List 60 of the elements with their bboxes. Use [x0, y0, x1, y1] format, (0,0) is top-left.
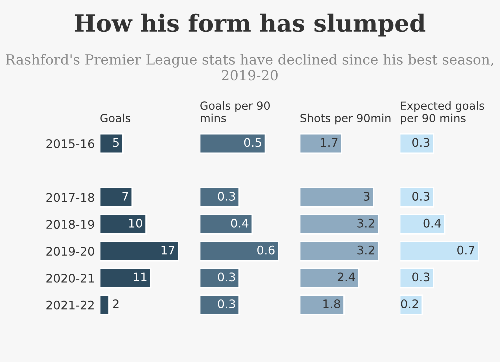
data-label: 0.2: [401, 300, 418, 309]
bar: [400, 268, 434, 289]
data-label: 11: [134, 272, 147, 282]
y-tick-label: 2018-19: [46, 220, 94, 230]
data-label: 0.3: [412, 192, 430, 201]
x-axis-title: Expected goals per 90 mins: [401, 101, 484, 125]
data-label: 0.3: [218, 300, 236, 309]
data-label: 1.7: [321, 138, 338, 148]
data-label: 5: [113, 138, 119, 148]
bar: [100, 133, 124, 154]
data-label: 17: [162, 246, 175, 255]
data-label: 1.8: [324, 300, 340, 309]
data-label: 3: [364, 192, 370, 201]
bar: [200, 268, 240, 289]
data-label: 0.4: [424, 218, 442, 228]
bar: [100, 214, 147, 235]
bar: [200, 133, 266, 154]
x-axis-title: Goals per 90 mins: [200, 101, 270, 123]
bar: [300, 187, 374, 208]
bar: [400, 240, 480, 262]
data-label: 10: [129, 218, 142, 228]
bar: [300, 133, 343, 154]
y-tick-label: 2019-20: [46, 247, 94, 256]
data-label: 0.3: [412, 138, 430, 148]
data-label: 3.2: [358, 218, 374, 228]
bar: [100, 294, 110, 316]
bar: [100, 187, 134, 208]
data-label: 7: [122, 192, 128, 201]
bar: [400, 187, 434, 208]
bar: [300, 268, 360, 289]
x-axis-title: Shots per 90min: [300, 114, 391, 125]
data-label: 0.4: [231, 218, 249, 228]
bar: [400, 133, 434, 154]
bar: [200, 214, 254, 235]
bar: [300, 240, 380, 262]
data-label: 0.3: [218, 272, 236, 282]
bar: [300, 214, 380, 235]
bar: [400, 294, 424, 316]
bar: [400, 214, 446, 235]
data-label: 0.6: [258, 246, 275, 255]
data-label: 2: [113, 300, 119, 308]
y-tick-label: 2017-18: [46, 193, 94, 202]
text: How his form has slumped: [74, 14, 426, 37]
y-tick-label: 2020-21: [46, 274, 94, 283]
y-tick-label: 2015-16: [46, 139, 94, 148]
data-label: 2.4: [338, 272, 356, 282]
text: Rashford's Premier League stats have declined since his best season, 2019-20: [6, 54, 494, 81]
x-axis-title: Goals: [100, 114, 131, 123]
y-tick-label: 2021-22: [46, 300, 94, 310]
data-label: 0.7: [458, 246, 475, 255]
bar: [100, 268, 152, 289]
data-label: 0.3: [412, 272, 430, 282]
bar: [100, 240, 180, 262]
bar: [200, 187, 240, 208]
data-label: 0.3: [218, 192, 236, 201]
bar: [200, 294, 240, 316]
bar: [200, 240, 280, 262]
data-label: 0.5: [244, 138, 262, 148]
data-label: 3.2: [358, 246, 374, 255]
bar: [300, 294, 345, 316]
